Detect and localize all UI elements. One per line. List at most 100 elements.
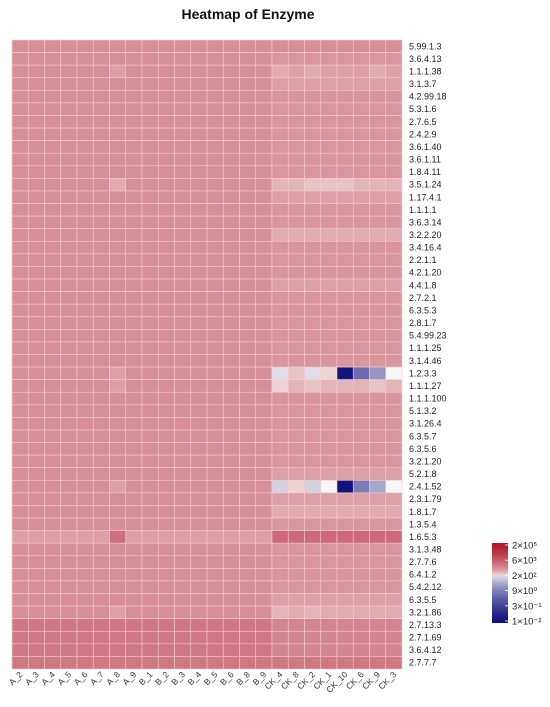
heatmap-cell: [60, 366, 78, 380]
heatmap-cell: [271, 568, 289, 582]
heatmap-cell: [304, 64, 322, 79]
heatmap-cell: [44, 90, 62, 104]
row-label: 2.7.7.7: [409, 658, 437, 668]
heatmap-cell: [190, 64, 208, 79]
heatmap-cell: [60, 253, 78, 267]
heatmap-cell: [320, 152, 338, 167]
heatmap-cell: [92, 253, 110, 267]
heatmap-cell: [44, 178, 62, 192]
heatmap-cell: [287, 190, 305, 204]
heatmap-cell: [385, 253, 403, 267]
heatmap-cell: [255, 542, 273, 557]
heatmap-cell: [336, 417, 354, 431]
heatmap-cell: [190, 303, 208, 318]
heatmap-cell: [287, 605, 305, 619]
heatmap-cell: [255, 266, 273, 280]
heatmap-cell: [141, 303, 159, 318]
heatmap-cell: [174, 618, 192, 632]
heatmap-cell: [190, 555, 208, 569]
heatmap-cell: [27, 303, 45, 318]
heatmap-cell: [239, 555, 257, 569]
heatmap-cell: [92, 530, 110, 544]
heatmap-cell: [385, 417, 403, 431]
heatmap-cell: [11, 203, 29, 217]
heatmap-cell: [125, 341, 143, 355]
heatmap-cell: [320, 39, 338, 53]
heatmap-cell: [92, 505, 110, 519]
heatmap-cell: [157, 593, 175, 607]
heatmap-cell: [304, 77, 322, 91]
heatmap-cell: [304, 467, 322, 481]
row-label: 1.1.1.100: [409, 394, 447, 404]
heatmap-cell: [255, 341, 273, 355]
heatmap-cell: [157, 278, 175, 292]
heatmap-cell: [92, 341, 110, 355]
heatmap-cell: [76, 77, 94, 91]
heatmap-cell: [239, 102, 257, 116]
heatmap-cell: [239, 291, 257, 305]
heatmap-cell: [304, 555, 322, 569]
heatmap-cell: [320, 593, 338, 607]
heatmap-cell: [125, 517, 143, 531]
heatmap-cell: [44, 643, 62, 657]
heatmap-cell: [385, 303, 403, 318]
row-label: 2.3.1.79: [409, 494, 442, 504]
heatmap-cell: [174, 228, 192, 242]
heatmap-cell: [44, 253, 62, 267]
heatmap-cell: [44, 605, 62, 619]
heatmap-cell: [125, 102, 143, 116]
heatmap-cell: [44, 467, 62, 481]
heatmap-cell: [320, 630, 338, 645]
heatmap-cell: [255, 467, 273, 481]
heatmap-cell: [92, 605, 110, 619]
heatmap-cell: [287, 115, 305, 129]
heatmap-cell: [352, 492, 370, 506]
row-label: 2.7.13.3: [409, 620, 442, 630]
heatmap-cell: [141, 316, 159, 330]
heatmap-cell: [385, 656, 403, 670]
heatmap-cell: [369, 555, 387, 569]
heatmap-cell: [287, 64, 305, 79]
heatmap-cell: [174, 656, 192, 670]
heatmap-cell: [352, 643, 370, 657]
row-label: 1.17.4.1: [409, 192, 442, 202]
heatmap-cell: [304, 190, 322, 204]
heatmap-cell: [336, 505, 354, 519]
heatmap-cell: [157, 115, 175, 129]
heatmap-cell: [109, 253, 127, 267]
heatmap-cell: [27, 266, 45, 280]
heatmap-cell: [27, 341, 45, 355]
heatmap-cell: [109, 278, 127, 292]
heatmap-cell: [352, 39, 370, 53]
heatmap-cell: [190, 593, 208, 607]
heatmap-cell: [255, 102, 273, 116]
heatmap-cell: [11, 404, 29, 418]
heatmap-cell: [271, 52, 289, 66]
heatmap-cell: [255, 203, 273, 217]
heatmap-cell: [320, 215, 338, 229]
heatmap-cell: [239, 127, 257, 141]
heatmap-cell: [271, 77, 289, 91]
heatmap-cell: [271, 115, 289, 129]
heatmap-cell: [352, 341, 370, 355]
heatmap-cell: [320, 291, 338, 305]
heatmap-cell: [369, 442, 387, 456]
heatmap-cell: [304, 152, 322, 167]
heatmap-cell: [141, 278, 159, 292]
heatmap-cell: [109, 190, 127, 204]
heatmap-cell: [44, 127, 62, 141]
heatmap-cell: [157, 605, 175, 619]
heatmap-cell: [206, 316, 224, 330]
heatmap-cell: [271, 404, 289, 418]
heatmap-cell: [60, 102, 78, 116]
heatmap-cell: [255, 215, 273, 229]
heatmap-cell: [190, 178, 208, 192]
heatmap-cell: [385, 115, 403, 129]
heatmap-cell: [385, 630, 403, 645]
heatmap-cell: [190, 190, 208, 204]
heatmap-cell: [271, 505, 289, 519]
heatmap-cell: [174, 454, 192, 469]
heatmap-cell: [190, 618, 208, 632]
heatmap-cell: [271, 291, 289, 305]
heatmap-cell: [92, 404, 110, 418]
